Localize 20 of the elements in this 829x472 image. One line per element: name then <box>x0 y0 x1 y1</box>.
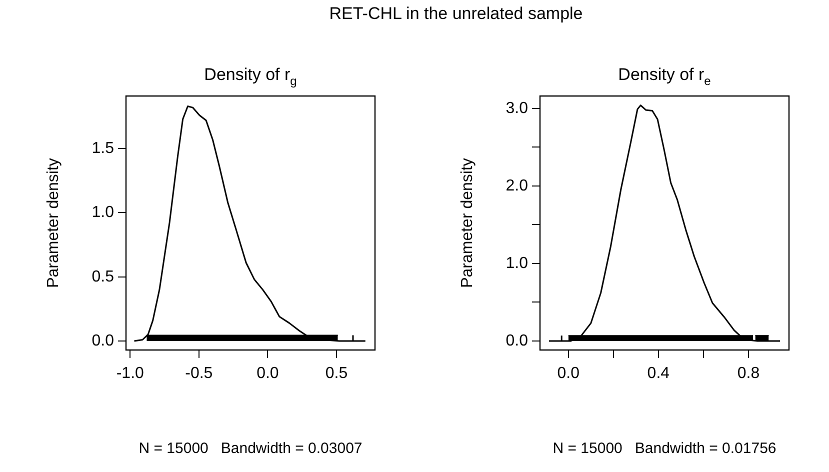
text: RET-CHL in the unrelated sample <box>329 4 583 24</box>
x-axis-title: N = 15000 Bandwidth = 0.01756 <box>552 440 776 458</box>
y-tick-label: 0.0 <box>92 332 114 350</box>
y-tick-label: 0.0 <box>506 332 528 350</box>
y-tick-label: 1.5 <box>92 140 114 157</box>
x-tick-label: 0.0 <box>557 365 580 382</box>
x-tick-label: -1.0 <box>116 365 144 382</box>
y-axis-title: Parameter density <box>459 158 476 288</box>
y-axis-title: Parameter density <box>45 158 62 288</box>
y-tick-label: 3.0 <box>506 100 528 117</box>
y-tick-label: 1.0 <box>506 254 528 272</box>
y-tick-label: 0.5 <box>92 268 114 286</box>
y-tick-label: 2.0 <box>506 177 528 194</box>
x-tick-label: 0.0 <box>256 365 279 382</box>
x-tick-label: 0.4 <box>647 365 670 382</box>
x-tick-label: -0.5 <box>185 365 213 382</box>
x-tick-label: 0.8 <box>737 365 760 382</box>
x-tick-label: 0.5 <box>325 365 348 382</box>
x-axis-title: N = 15000 Bandwidth = 0.03007 <box>138 440 362 458</box>
y-tick-label: 1.0 <box>92 204 114 222</box>
